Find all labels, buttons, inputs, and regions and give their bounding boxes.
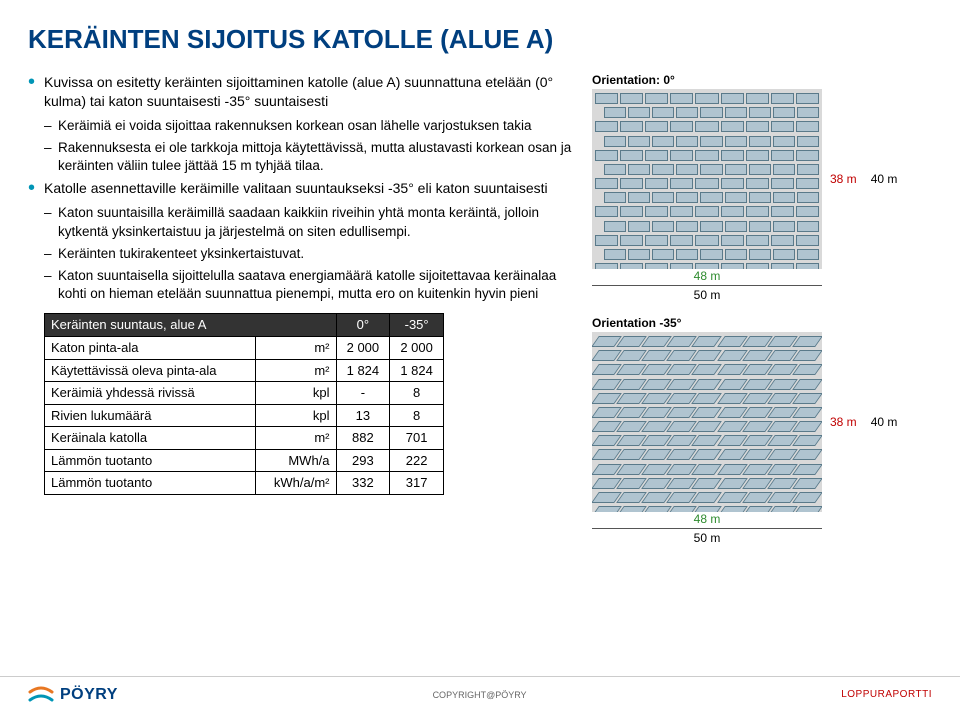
table-cell: 1 824: [336, 359, 390, 382]
logo-icon: [28, 686, 54, 704]
diagram-label: Orientation -35°: [592, 316, 932, 330]
table-cell: Keräinala katolla: [45, 427, 256, 450]
table-cell: kWh/a/m²: [255, 472, 336, 495]
table-cell: m²: [255, 359, 336, 382]
table-cell: Lämmön tuotanto: [45, 472, 256, 495]
table-cell: kpl: [255, 382, 336, 405]
dimension-label: 50 m: [592, 288, 822, 302]
dimension-label: 38 m: [830, 415, 857, 429]
dimension-label: 50 m: [592, 531, 822, 545]
dimension-label: 48 m: [592, 269, 822, 283]
logo: PÖYRY: [28, 686, 118, 704]
table-row: Keräimiä yhdessä rivissäkpl-8: [45, 382, 444, 405]
table-cell: 882: [336, 427, 390, 450]
table-header: 0°: [336, 314, 390, 337]
table-cell: 701: [390, 427, 444, 450]
table-header: -35°: [390, 314, 444, 337]
data-table: Keräinten suuntaus, alue A 0° -35° Katon…: [44, 313, 444, 494]
dimension-label: 48 m: [592, 512, 822, 526]
dimension-label: 38 m: [830, 172, 857, 186]
footer: PÖYRY COPYRIGHT@PÖYRY LOPPURAPORTTI: [0, 676, 960, 712]
table-cell: 2 000: [336, 336, 390, 359]
diagram-orientation-0: Orientation: 0° 48 m 50 m 38 m 40 m: [592, 73, 932, 302]
table-row: Lämmön tuotantokWh/a/m²332317: [45, 472, 444, 495]
table-cell: 332: [336, 472, 390, 495]
diagram-label: Orientation: 0°: [592, 73, 932, 87]
table-cell: 8: [390, 382, 444, 405]
copyright-text: COPYRIGHT@PÖYRY: [433, 690, 527, 700]
table-row: Rivien lukumääräkpl138: [45, 404, 444, 427]
bullet-sub-item: Keräimiä ei voida sijoittaa rakennuksen …: [28, 117, 576, 135]
table-cell: 1 824: [390, 359, 444, 382]
table-cell: -: [336, 382, 390, 405]
table-cell: Rivien lukumäärä: [45, 404, 256, 427]
table-header: Keräinten suuntaus, alue A: [45, 314, 337, 337]
table-cell: m²: [255, 336, 336, 359]
table-cell: Katon pinta-ala: [45, 336, 256, 359]
table-cell: 8: [390, 404, 444, 427]
bullet-sub-item: Katon suuntaisella sijoittelulla saatava…: [28, 267, 576, 303]
logo-text: PÖYRY: [60, 686, 118, 704]
table-row: Katon pinta-alam²2 0002 000: [45, 336, 444, 359]
table-row: Keräinala katollam²882701: [45, 427, 444, 450]
diagrams-column: Orientation: 0° 48 m 50 m 38 m 40 m: [592, 73, 932, 559]
report-label: LOPPURAPORTTI: [841, 689, 932, 700]
table-cell: Käytettävissä oleva pinta-ala: [45, 359, 256, 382]
table-cell: 13: [336, 404, 390, 427]
table-row: Käytettävissä oleva pinta-alam²1 8241 82…: [45, 359, 444, 382]
table-cell: 293: [336, 449, 390, 472]
roof-diagram: [592, 332, 822, 512]
roof-diagram: [592, 89, 822, 269]
bullet-sub-item: Keräinten tukirakenteet yksinkertaistuva…: [28, 245, 576, 263]
page-title: KERÄINTEN SIJOITUS KATOLLE (ALUE A): [28, 24, 932, 55]
table-row: Lämmön tuotantoMWh/a293222: [45, 449, 444, 472]
bullet-item: Kuvissa on esitetty keräinten sijoittami…: [28, 73, 576, 111]
bullet-list: Kuvissa on esitetty keräinten sijoittami…: [28, 73, 576, 559]
table-cell: m²: [255, 427, 336, 450]
bullet-sub-item: Rakennuksesta ei ole tarkkoja mittoja kä…: [28, 139, 576, 175]
table-cell: 222: [390, 449, 444, 472]
table-cell: Lämmön tuotanto: [45, 449, 256, 472]
dimension-label: 40 m: [871, 415, 898, 429]
bullet-item: Katolle asennettaville keräimille valita…: [28, 179, 576, 198]
table-cell: MWh/a: [255, 449, 336, 472]
dimension-label: 40 m: [871, 172, 898, 186]
table-cell: 2 000: [390, 336, 444, 359]
diagram-orientation-35: Orientation -35° 48 m 50 m 38 m 40 m: [592, 316, 932, 545]
table-cell: Keräimiä yhdessä rivissä: [45, 382, 256, 405]
table-cell: kpl: [255, 404, 336, 427]
bullet-sub-item: Katon suuntaisilla keräimillä saadaan ka…: [28, 204, 576, 240]
table-cell: 317: [390, 472, 444, 495]
